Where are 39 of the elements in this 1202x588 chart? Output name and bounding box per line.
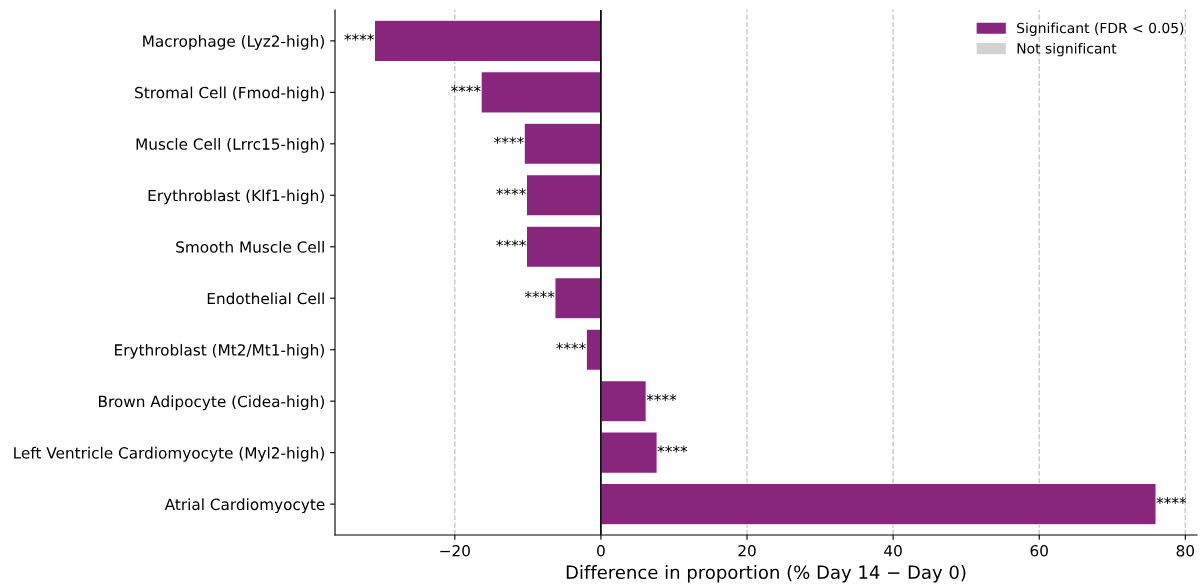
x-tick-label: 40 bbox=[884, 544, 902, 557]
legend-label: Significant (FDR < 0.05) bbox=[1017, 22, 1184, 36]
x-tick-label: 80 bbox=[1176, 544, 1195, 557]
bar bbox=[600, 431, 658, 474]
x-tick-label: −20 bbox=[440, 544, 470, 557]
data-label: **** bbox=[494, 136, 524, 144]
data-label: **** bbox=[646, 394, 677, 402]
y-tick-label: Brown Adipocyte (Cidea-high) bbox=[99, 395, 324, 411]
y-tick-label: Erythroblast (Mt2/Mt1-high) bbox=[115, 343, 324, 359]
y-tick-label: Stromal Cell (Fmod-high) bbox=[135, 86, 324, 102]
legend-label: Not significant bbox=[1017, 42, 1117, 57]
data-label: **** bbox=[451, 85, 481, 93]
x-tick-label: 60 bbox=[1030, 544, 1048, 557]
data-label: **** bbox=[496, 239, 526, 247]
bar bbox=[480, 71, 602, 114]
y-tick-label: Erythroblast (Klf1-high) bbox=[148, 189, 324, 205]
data-label: **** bbox=[556, 342, 586, 350]
data-label: **** bbox=[657, 445, 688, 453]
y-tick-label: Smooth Muscle Cell bbox=[176, 240, 324, 253]
x-tick-label: 20 bbox=[738, 544, 756, 557]
bar bbox=[525, 174, 602, 217]
data-label: **** bbox=[524, 291, 555, 299]
bar bbox=[600, 380, 647, 423]
bar bbox=[585, 328, 602, 371]
data-label: **** bbox=[496, 188, 526, 196]
y-tick-label: Left Ventricle Cardiomyocyte (Myl2-high) bbox=[14, 446, 324, 462]
bar bbox=[600, 482, 1157, 526]
bar bbox=[523, 122, 602, 165]
data-label: **** bbox=[1156, 496, 1187, 504]
bar bbox=[373, 19, 602, 63]
data-label: **** bbox=[344, 33, 374, 41]
x-axis-title: Difference in proportion (% Day 14 − Day 0) bbox=[566, 565, 966, 583]
y-tick-label: Macrophage (Lyz2-high) bbox=[143, 35, 324, 50]
y-tick-label: Atrial Cardiomyocyte bbox=[164, 498, 325, 514]
y-tick-label: Endothelial Cell bbox=[207, 292, 324, 305]
bar bbox=[525, 225, 602, 268]
bar bbox=[554, 277, 602, 320]
y-tick-label: Muscle Cell (Lrrc15-high) bbox=[136, 138, 324, 153]
x-tick-label: 0 bbox=[597, 544, 605, 557]
